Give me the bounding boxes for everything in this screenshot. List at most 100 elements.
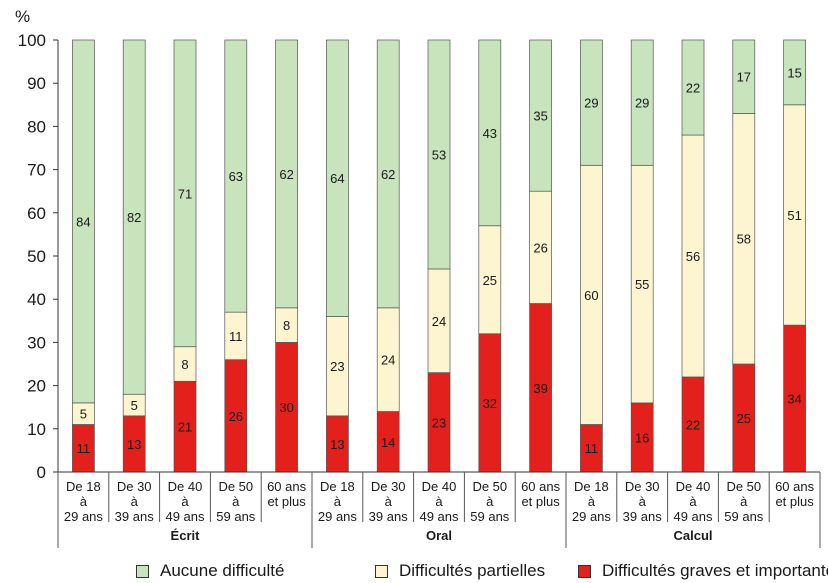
value-label: 23	[330, 359, 344, 374]
bar-segment	[376, 39, 400, 309]
x-tick-label: De 18	[574, 479, 609, 494]
value-label: 62	[279, 167, 293, 182]
legend-item-difficultes-graves: Difficultés graves et importantes	[578, 562, 828, 580]
bar-segment	[427, 39, 451, 270]
value-label: 32	[483, 396, 497, 411]
x-tick-label: 60 ans	[267, 479, 307, 494]
value-label: 64	[330, 171, 344, 186]
y-tick-label: 10	[27, 420, 46, 439]
x-tick-label: à	[385, 494, 393, 509]
value-label: 43	[483, 126, 497, 141]
x-tick-label: à	[232, 494, 240, 509]
value-label: 29	[635, 96, 649, 111]
bar-segment	[173, 39, 197, 348]
x-tick-label: à	[639, 494, 647, 509]
y-tick-label: 50	[27, 247, 46, 266]
legend-swatch	[375, 564, 388, 578]
value-label: 23	[432, 415, 446, 430]
x-tick-label: 39 ans	[369, 509, 409, 524]
value-label: 8	[283, 318, 290, 333]
x-tick-label: De 18	[320, 479, 355, 494]
x-tick-label: 29 ans	[572, 509, 612, 524]
x-tick-label: De 40	[168, 479, 203, 494]
value-label: 39	[533, 381, 547, 396]
x-tick-label: De 40	[422, 479, 457, 494]
value-label: 11	[77, 441, 91, 456]
value-label: 15	[787, 65, 801, 80]
value-label: 82	[127, 210, 141, 225]
x-tick-label: 49 ans	[673, 509, 713, 524]
group-label: Écrit	[171, 528, 201, 543]
value-label: 21	[178, 420, 192, 435]
value-label: 13	[127, 437, 141, 452]
y-tick-label: 90	[27, 74, 46, 93]
value-label: 71	[178, 186, 192, 201]
x-tick-label: et plus	[267, 494, 306, 509]
value-label: 34	[787, 392, 801, 407]
value-label: 17	[737, 70, 751, 85]
y-tick-label: 30	[27, 333, 46, 352]
value-label: 11	[585, 441, 599, 456]
value-label: 5	[80, 407, 87, 422]
x-tick-label: à	[131, 494, 139, 509]
value-label: 26	[229, 409, 243, 424]
bar-segment	[72, 39, 95, 404]
x-tick-label: à	[181, 494, 189, 509]
y-tick-label: 0	[37, 463, 46, 482]
value-label: 60	[584, 288, 598, 303]
x-tick-label: et plus	[775, 494, 814, 509]
x-tick-label: De 30	[117, 479, 152, 494]
x-tick-label: 49 ans	[419, 509, 459, 524]
value-label: 5	[131, 398, 138, 413]
bar-segment	[224, 39, 248, 313]
value-label: 8	[181, 357, 188, 372]
legend-swatch	[578, 564, 591, 578]
x-tick-label: 29 ans	[64, 509, 104, 524]
value-label: 58	[737, 232, 751, 247]
x-tick-label: à	[80, 494, 88, 509]
x-tick-label: et plus	[521, 494, 560, 509]
value-label: 62	[381, 167, 395, 182]
bar-segment	[732, 39, 756, 114]
bar-segment	[529, 39, 552, 192]
x-tick-label: 39 ans	[115, 509, 155, 524]
value-label: 56	[686, 249, 700, 264]
bar-segment	[275, 39, 298, 309]
value-label: 24	[381, 353, 395, 368]
bar-segment	[630, 39, 654, 166]
value-label: 22	[686, 417, 700, 432]
x-tick-label: De 30	[371, 479, 406, 494]
value-label: 35	[533, 109, 547, 124]
x-tick-label: à	[689, 494, 697, 509]
y-tick-label: 100	[18, 31, 46, 50]
x-tick-label: 59 ans	[470, 509, 510, 524]
value-label: 84	[76, 214, 90, 229]
value-label: 63	[229, 169, 243, 184]
y-axis-unit: %	[15, 7, 30, 26]
legend-label: Difficultés partielles	[399, 561, 546, 580]
stacked-bar-chart: 11 5 84 13 5 82 21 8 71 26 11 63 30 8 62 13 23 64 14 24 62 23…	[15, 7, 821, 548]
x-tick-label: De 50	[726, 479, 761, 494]
x-tick-label: 39 ans	[623, 509, 663, 524]
bar-segment	[783, 39, 806, 106]
y-tick-label: 80	[27, 117, 46, 136]
x-tick-label: 29 ans	[318, 509, 358, 524]
value-label: 25	[737, 411, 751, 426]
bar-segment	[478, 39, 502, 227]
value-label: 26	[533, 240, 547, 255]
value-label: 16	[635, 430, 649, 445]
x-tick-label: à	[334, 494, 342, 509]
x-tick-label: De 40	[676, 479, 711, 494]
value-label: 25	[483, 273, 497, 288]
x-tick-label: 60 ans	[775, 479, 815, 494]
x-tick-label: De 30	[625, 479, 660, 494]
x-tick-label: 59 ans	[216, 509, 256, 524]
value-label: 13	[330, 437, 344, 452]
x-tick-label: De 50	[218, 479, 253, 494]
group-label: Oral	[426, 528, 452, 543]
value-label: 14	[381, 435, 395, 450]
legend-swatch	[136, 564, 149, 578]
legend-label: Aucune difficulté	[160, 561, 285, 580]
legend-label: Difficultés graves et importantes	[602, 561, 828, 580]
x-tick-label: à	[740, 494, 748, 509]
